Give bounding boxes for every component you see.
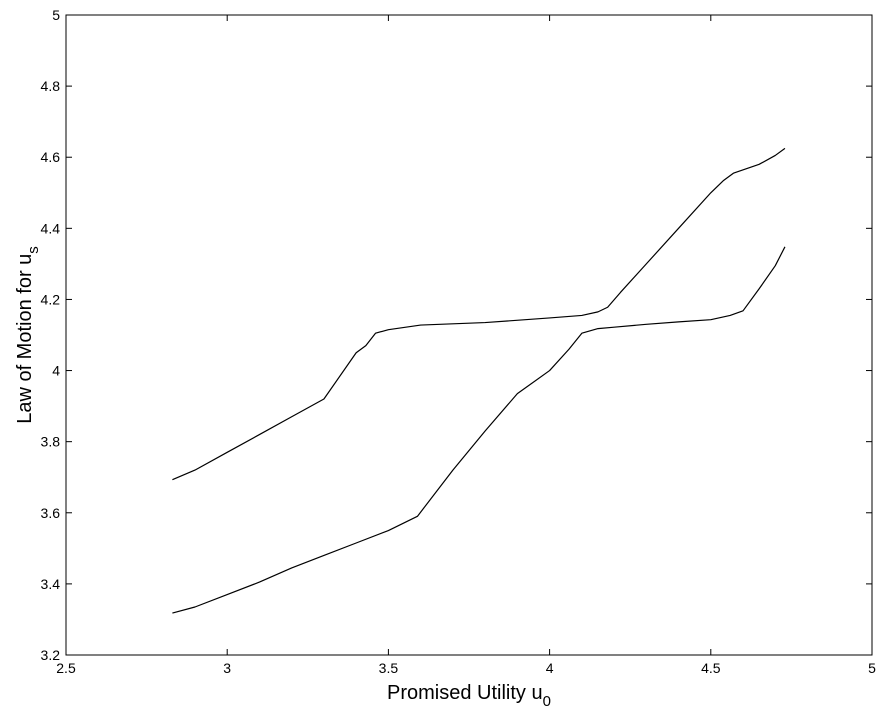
y-axis-label: Law of Motion for us — [14, 246, 42, 424]
x-tick-label: 2.5 — [56, 660, 76, 676]
series-line-1 — [172, 147, 786, 481]
y-tick-label: 4.4 — [41, 220, 61, 236]
y-tick-label: 3.6 — [41, 505, 61, 521]
x-axis-label-main: Promised Utility u — [387, 682, 543, 704]
y-tick-label: 3.8 — [41, 434, 61, 450]
x-tick-label: 4 — [546, 660, 554, 676]
x-tick-label: 5 — [868, 660, 876, 676]
x-axis-ticks: 2.5 3 3.5 4 4.5 5 — [56, 15, 876, 676]
y-tick-label: 4.2 — [41, 291, 61, 307]
y-tick-label: 3.4 — [41, 576, 61, 592]
x-axis-label-subscript: 0 — [543, 693, 551, 710]
series-line-2 — [172, 246, 786, 614]
series-layer — [172, 147, 786, 614]
y-tick-label: 4.6 — [41, 149, 61, 165]
x-axis-label: Promised Utility u0 — [387, 682, 551, 710]
y-tick-label: 4 — [52, 363, 60, 379]
x-tick-label: 4.5 — [701, 660, 721, 676]
y-axis-ticks: 3.2 3.4 3.6 3.8 4 4.2 4.4 4.6 4.8 5 — [41, 7, 872, 663]
y-axis-label-main: Law of Motion for u — [14, 254, 36, 424]
y-axis-label-subscript: s — [25, 246, 42, 254]
y-tick-label: 4.8 — [41, 78, 61, 94]
x-tick-label: 3 — [223, 660, 231, 676]
x-tick-label: 3.5 — [379, 660, 399, 676]
plot-frame — [65, 14, 873, 656]
y-tick-label: 5 — [52, 7, 60, 23]
y-tick-label: 3.2 — [41, 647, 61, 663]
